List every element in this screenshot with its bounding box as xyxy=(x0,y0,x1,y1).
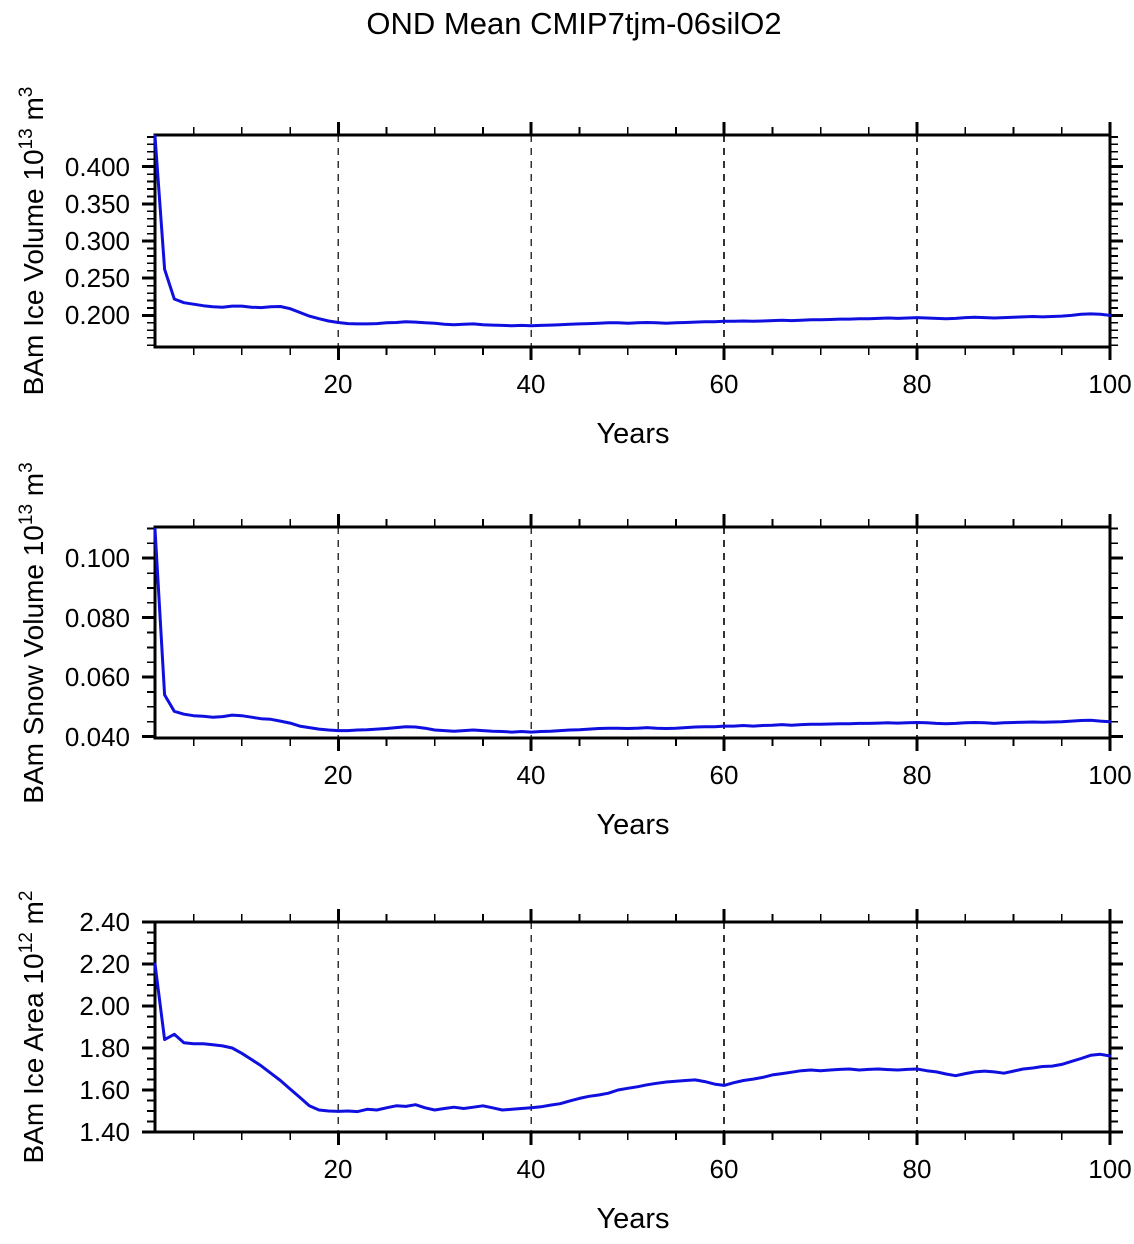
y-tick-label: 0.100 xyxy=(64,543,130,573)
x-axis-label: Years xyxy=(596,809,670,841)
x-tick-label: 80 xyxy=(902,760,932,790)
x-tick-label: 80 xyxy=(902,1154,932,1184)
x-tick-label: 20 xyxy=(323,1154,353,1184)
x-tick-label: 40 xyxy=(516,760,546,790)
y-tick-label: 2.00 xyxy=(79,991,130,1021)
data-line-ice-area xyxy=(153,962,1112,1114)
y-tick-label: 1.40 xyxy=(79,1117,130,1147)
x-axis-label: Years xyxy=(596,1203,670,1235)
y-tick-label: 0.400 xyxy=(64,152,130,182)
x-tick-label: 40 xyxy=(516,369,546,399)
y-tick-label: 0.350 xyxy=(64,189,130,219)
plot-frame xyxy=(153,920,1112,1134)
x-tick-label: 80 xyxy=(902,369,932,399)
gridlines xyxy=(337,922,918,1132)
x-axis-label: Years xyxy=(596,418,670,450)
x-tick-label: 100 xyxy=(1088,1154,1132,1184)
y-tick-label: 0.080 xyxy=(64,603,130,633)
y-tick-label: 0.300 xyxy=(64,226,130,256)
x-tick-label: 100 xyxy=(1088,369,1132,399)
x-tick-label: 100 xyxy=(1088,760,1132,790)
y-tick-label: 0.040 xyxy=(64,722,130,752)
y-tick-label: 0.250 xyxy=(64,263,130,293)
y-tick-label: 0.060 xyxy=(64,662,130,692)
axis-ticks xyxy=(142,514,1123,751)
gridlines xyxy=(337,135,918,347)
x-tick-label: 40 xyxy=(516,1154,546,1184)
axis-ticks xyxy=(142,122,1123,360)
y-tick-label: 0.200 xyxy=(64,300,130,330)
data-line-ice-volume xyxy=(153,134,1112,328)
figure-title: OND Mean CMIP7tjm-06silO2 xyxy=(366,6,782,41)
y-tick-label: 1.80 xyxy=(79,1033,130,1063)
y-tick-label: 2.40 xyxy=(79,907,130,937)
y-axis-label: BAm Ice Area 1012 m2 xyxy=(16,890,49,1164)
x-tick-label: 20 xyxy=(323,760,353,790)
x-tick-label: 20 xyxy=(323,369,353,399)
x-tick-label: 60 xyxy=(709,760,739,790)
x-tick-label: 60 xyxy=(709,1154,739,1184)
gridlines xyxy=(337,527,918,738)
data-line-snow-volume xyxy=(153,527,1112,734)
y-tick-label: 2.20 xyxy=(79,949,130,979)
x-tick-label: 60 xyxy=(709,369,739,399)
axis-ticks xyxy=(142,909,1123,1145)
y-tick-label: 1.60 xyxy=(79,1075,130,1105)
